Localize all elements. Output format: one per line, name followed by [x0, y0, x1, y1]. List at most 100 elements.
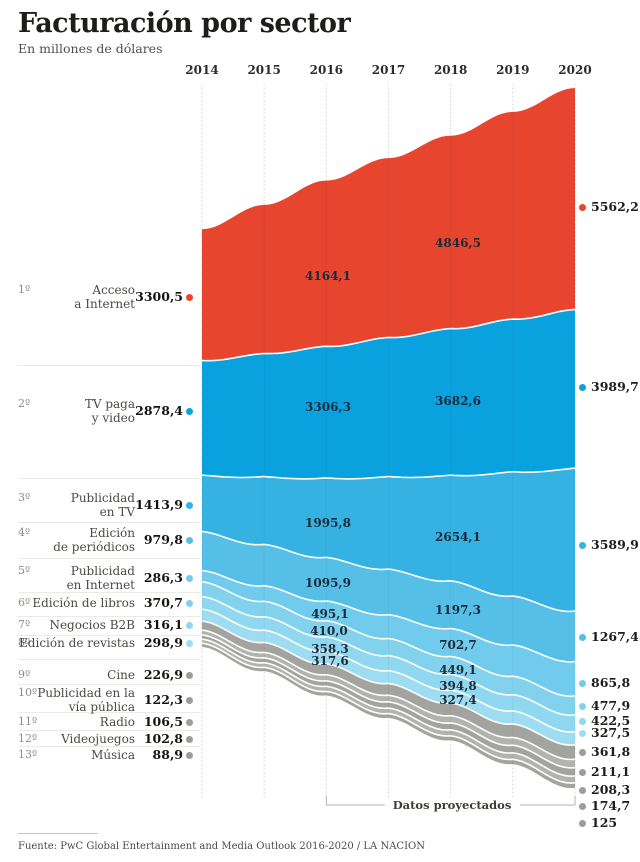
sector-dot — [186, 672, 193, 679]
legend-divider — [18, 746, 200, 747]
sector-rank: 5º — [18, 564, 31, 577]
year-label: 2018 — [433, 63, 468, 77]
area-value-label: 4846,5 — [435, 236, 481, 250]
projected-data-label: Datos proyectados — [384, 798, 520, 812]
sector-name: Música — [91, 748, 135, 762]
sector-rank: 9º — [18, 668, 31, 681]
sector-value-2014: 102,8 — [143, 731, 183, 746]
callout-value-2020: 327,5 — [591, 725, 631, 740]
sector-name: Edición de revistas — [19, 636, 135, 650]
band-separator — [201, 581, 576, 698]
sector-dot — [186, 640, 193, 647]
callout-dot — [579, 749, 586, 756]
callout-value-2020: 865,8 — [591, 675, 631, 690]
sector-name-line: a Internet — [74, 297, 135, 311]
sector-dot — [186, 622, 193, 629]
band-separator — [201, 608, 576, 733]
legend-divider — [18, 592, 200, 593]
area-band — [202, 630, 575, 768]
sector-rank: 11º — [18, 715, 38, 728]
sector-rank: 10º — [18, 686, 38, 699]
sector-name-line: Música — [91, 748, 135, 762]
area-value-label: 1197,3 — [435, 603, 481, 617]
area-band — [202, 531, 575, 662]
band-separator — [201, 629, 576, 761]
area-value-label: 1995,8 — [305, 516, 351, 530]
callout-dot — [579, 703, 586, 710]
area-value-label: 358,3 — [311, 642, 349, 656]
sector-dot — [186, 719, 193, 726]
sector-name-line: y video — [91, 411, 135, 425]
legend-divider — [18, 684, 200, 685]
sector-value-2014: 286,3 — [143, 570, 183, 585]
callout-value-2020: 477,9 — [591, 698, 631, 713]
legend-divider — [18, 616, 200, 617]
sector-rank: 4º — [18, 526, 31, 539]
year-label: 2016 — [309, 63, 344, 77]
callout-value-2020: 5562,2 — [591, 199, 639, 214]
legend-divider — [18, 730, 200, 731]
area-band — [202, 596, 575, 733]
sector-value-2014: 226,9 — [143, 667, 183, 682]
legend-divider — [18, 712, 200, 713]
band-separator — [201, 642, 576, 784]
callout-value-2020: 3589,9 — [591, 537, 639, 552]
callout-value-2020: 125 — [591, 815, 618, 830]
callout-value-2020: 422,5 — [591, 713, 631, 728]
page-subtitle: En millones de dólares — [18, 41, 163, 56]
sector-name: Cine — [107, 668, 135, 682]
sector-name-line: Acceso — [92, 283, 135, 297]
area-band — [202, 581, 575, 716]
sector-dot — [186, 752, 193, 759]
area-value-label: 327,4 — [439, 693, 477, 707]
callout-dot — [579, 718, 586, 725]
sector-name: Videojuegos — [61, 732, 135, 746]
band-separator — [201, 530, 576, 613]
callout-value-2020: 211,1 — [591, 764, 631, 779]
legend-divider — [18, 365, 200, 366]
area-value-label: 495,1 — [311, 607, 349, 621]
sector-value-2014: 1413,9 — [135, 497, 183, 512]
sector-dot — [186, 736, 193, 743]
sector-value-2014: 122,3 — [143, 692, 183, 707]
legend-divider — [18, 659, 200, 660]
legend-divider — [18, 635, 200, 636]
sector-value-2014: 370,7 — [143, 595, 183, 610]
page-title: Facturación por sector — [18, 8, 351, 39]
sector-name: Publicidad en Internet — [67, 564, 135, 592]
sector-name: TV paga y video — [85, 397, 135, 425]
callout-value-2020: 361,8 — [591, 744, 631, 759]
callout-value-2020: 208,3 — [591, 782, 631, 797]
area-band — [202, 468, 575, 612]
sector-name: Publicidad en la vía pública — [37, 686, 135, 714]
sector-name: Edición de periódicos — [53, 526, 135, 554]
sector-name-line: Edición de libros — [32, 596, 135, 610]
callout-dot — [579, 680, 586, 687]
sector-name-line: TV paga — [84, 397, 135, 411]
area-value-label: 3306,3 — [305, 400, 351, 414]
area-value-label: 1095,9 — [305, 576, 351, 590]
callout-dot — [579, 787, 586, 794]
sector-name-line: Negocios B2B — [49, 618, 135, 632]
sector-name: Radio — [100, 715, 135, 729]
sector-name-line: Publicidad — [70, 491, 135, 505]
area-value-label: 317,6 — [311, 654, 349, 668]
band-separator — [201, 569, 576, 663]
sector-rank: 12º — [18, 732, 38, 745]
callout-value-2020: 1267,4 — [591, 629, 639, 644]
legend-divider — [18, 522, 200, 523]
year-label: 2019 — [496, 63, 530, 77]
year-label: 2020 — [558, 63, 592, 77]
callout-dot — [579, 803, 586, 810]
year-label: 2015 — [247, 63, 281, 77]
sector-value-2014: 2878,4 — [135, 403, 183, 418]
callout-dot — [579, 204, 586, 211]
band-separator — [201, 308, 576, 362]
sector-value-2014: 298,9 — [143, 635, 183, 650]
sector-name: Publicidad en TV — [71, 491, 135, 519]
sector-dot — [186, 575, 193, 582]
callout-dot — [579, 542, 586, 549]
sector-rank: 2º — [18, 397, 31, 410]
